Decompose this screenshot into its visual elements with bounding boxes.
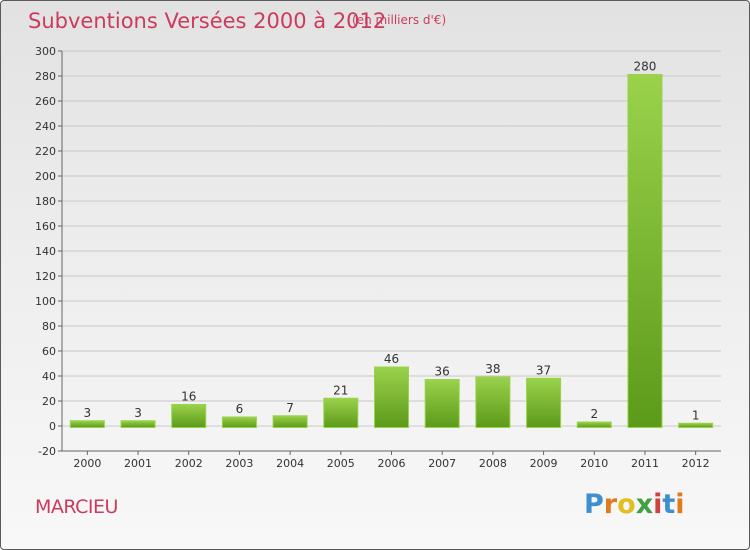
y-tick-label: -20: [38, 445, 56, 458]
x-tick-label: 2009: [530, 457, 558, 470]
y-tick-label: 100: [35, 295, 56, 308]
x-tick-label: 2011: [631, 457, 659, 470]
y-tick-label: 120: [35, 270, 56, 283]
bar-2004: [272, 415, 308, 428]
x-tick-label: 2012: [682, 457, 710, 470]
y-axis-ticks: -20 0 20 40 60 80 100 120 140 160 180 200 220 240 260 2…: [35, 45, 62, 458]
bar-value-label: 46: [384, 352, 399, 366]
bar-2010: [576, 421, 612, 428]
bar-2000: [69, 420, 105, 428]
x-tick-label: 2004: [276, 457, 304, 470]
y-tick-label: 240: [35, 120, 56, 133]
x-tick-label: 2002: [175, 457, 203, 470]
y-tick-label: 260: [35, 95, 56, 108]
bar-value-label: 7: [286, 401, 294, 415]
x-tick-label: 2001: [124, 457, 152, 470]
logo-letter: x: [635, 489, 654, 520]
bar-2012: [678, 422, 714, 428]
y-tick-label: 300: [35, 45, 56, 58]
bar-2001: [120, 420, 156, 428]
bar-value-label: 3: [134, 406, 142, 420]
bar-value-label: 38: [485, 362, 500, 376]
x-tick-label: 2010: [580, 457, 608, 470]
x-tick-label: 2006: [378, 457, 406, 470]
x-tick-label: 2000: [73, 457, 101, 470]
x-tick-label: 2003: [225, 457, 253, 470]
bar-value-label: 6: [236, 402, 244, 416]
x-axis-ticks: 2000 2001 2002 2003 2004 2005 2006 2007 2008 2009…: [73, 451, 710, 470]
y-tick-label: 220: [35, 145, 56, 158]
bar-2011: [627, 74, 663, 428]
x-tick-label: 2008: [479, 457, 507, 470]
bars: 3 3 16 6 7 21 46 36 38 37 2 280 1: [69, 60, 714, 428]
chart-subtitle: (en milliers d'€): [352, 13, 447, 27]
bar-value-label: 3: [84, 406, 92, 420]
bar-value-label: 21: [333, 383, 348, 397]
bar-2008: [475, 376, 511, 428]
logo-letter: r: [603, 489, 618, 520]
bar-2005: [323, 397, 359, 428]
logo-letter: i: [675, 489, 685, 520]
y-tick-label: 180: [35, 195, 56, 208]
logo-letter: t: [662, 489, 676, 520]
bar-value-label: 36: [435, 365, 450, 379]
bar-value-label: 1: [692, 408, 700, 422]
y-tick-label: 140: [35, 245, 56, 258]
commune-name: MARCIEU: [35, 496, 118, 518]
bar-2003: [221, 416, 257, 428]
bar-2007: [424, 379, 460, 428]
y-tick-label: 80: [42, 320, 56, 333]
logo-letter: o: [617, 489, 636, 520]
y-tick-label: 280: [35, 70, 56, 83]
y-tick-label: 0: [49, 420, 56, 433]
bar-value-label: 37: [536, 363, 551, 377]
y-tick-label: 60: [42, 345, 56, 358]
proxiti-logo: Proxiti: [584, 489, 685, 520]
bar-2009: [526, 377, 562, 428]
y-tick-label: 40: [42, 370, 56, 383]
logo-letter: i: [653, 489, 663, 520]
y-tick-label: 160: [35, 220, 56, 233]
x-tick-label: 2007: [428, 457, 456, 470]
bar-value-label: 280: [634, 60, 657, 74]
logo-letter: P: [584, 489, 604, 520]
y-tick-label: 20: [42, 395, 56, 408]
bar-2006: [374, 366, 409, 428]
bar-value-label: 16: [181, 390, 196, 404]
bar-value-label: 2: [590, 407, 598, 421]
y-tick-label: 200: [35, 170, 56, 183]
chart-title: Subventions Versées 2000 à 2012: [28, 9, 387, 33]
bar-2002: [171, 404, 207, 428]
x-tick-label: 2005: [327, 457, 355, 470]
